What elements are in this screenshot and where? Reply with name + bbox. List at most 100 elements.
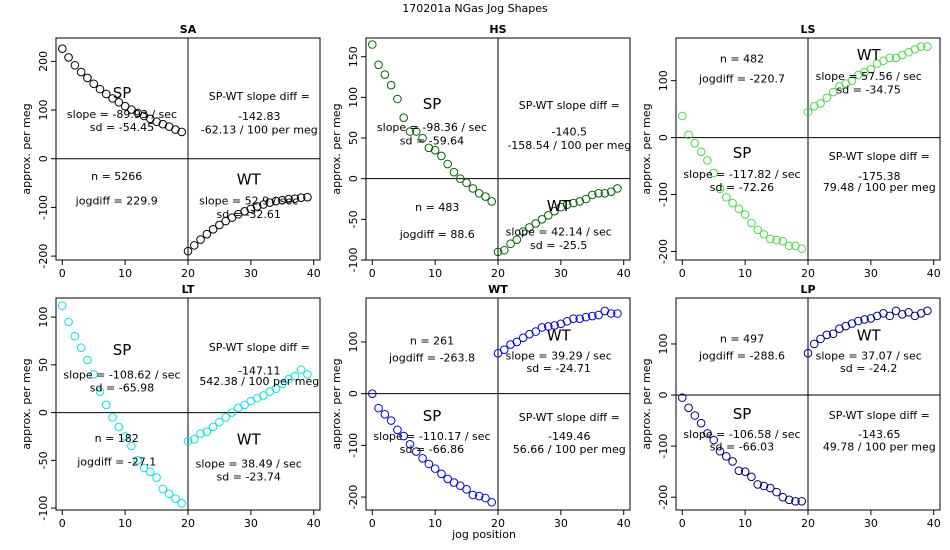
annotation-wt-slope: slope = 39.29 / sec — [506, 349, 612, 362]
point-sp — [677, 111, 687, 121]
x-tick-label: 20 — [181, 517, 195, 530]
point-wt — [803, 107, 813, 117]
point-sp — [89, 79, 99, 89]
annotation-sp-slope: slope = -108.62 / sec — [63, 369, 180, 382]
point-wt — [556, 202, 566, 212]
point-wt — [822, 330, 832, 340]
point-sp — [778, 236, 788, 246]
point-sp — [411, 447, 421, 456]
point-wt — [221, 413, 231, 422]
point-wt — [866, 65, 876, 74]
y-tick-label: 50 — [347, 131, 360, 145]
annotation-jogdiff: jogdiff = -220.7 — [698, 72, 785, 85]
point-wt — [822, 93, 832, 103]
point-wt — [259, 391, 268, 400]
point-sp — [784, 241, 794, 251]
point-sp — [101, 400, 111, 410]
point-wt — [277, 379, 287, 389]
point-wt — [303, 192, 312, 202]
annotation-diff-per-meg: 79.48 / 100 per meg — [823, 181, 936, 194]
x-tick-label: 10 — [738, 517, 752, 530]
x-tick-label: 10 — [118, 517, 132, 530]
point-wt — [594, 189, 603, 198]
annotation-wt-sd: sd = -34.75 — [837, 84, 901, 97]
y-axis-label: approx. per meg — [640, 103, 653, 194]
annotation-wt-label: WT — [237, 430, 262, 448]
annotation-n: n = 482 — [720, 52, 764, 65]
annotation-n: n = 261 — [410, 335, 454, 348]
annotation-diff-per-meg: 49.78 / 100 per meg — [823, 441, 936, 454]
annotation-diff-title: SP-WT slope diff = — [209, 90, 310, 103]
panel-title: LT — [182, 283, 195, 296]
point-sp — [70, 60, 80, 70]
point-sp — [747, 472, 756, 482]
point-wt — [518, 227, 528, 236]
x-tick-label: 10 — [738, 267, 752, 280]
x-tick-label: 30 — [554, 267, 568, 280]
annotation-sp-slope: slope = -98.36 / sec — [377, 121, 487, 134]
point-wt — [183, 436, 193, 446]
annotation-diff-per-meg: -62.13 / 100 per meg — [201, 123, 318, 136]
point-sp — [430, 464, 440, 473]
y-tick-label: 0 — [37, 155, 50, 162]
point-wt — [803, 348, 813, 358]
point-sp — [734, 466, 744, 475]
point-sp — [386, 80, 396, 90]
annotation-sp-label: SP — [733, 144, 752, 162]
y-tick-label: -100 — [347, 433, 360, 458]
point-wt — [512, 337, 522, 347]
point-wt — [816, 334, 825, 344]
point-wt — [215, 417, 224, 427]
point-sp — [449, 167, 459, 177]
point-sp — [709, 168, 719, 178]
point-sp — [734, 204, 744, 214]
point-sp — [64, 53, 73, 62]
point-sp — [728, 198, 737, 208]
y-tick-label: 100 — [347, 331, 360, 352]
point-sp — [481, 493, 490, 503]
point-sp — [108, 413, 117, 422]
point-sp — [759, 230, 769, 239]
point-sp — [690, 139, 700, 148]
x-tick-label: 30 — [864, 517, 878, 530]
y-tick-label: -200 — [657, 239, 670, 264]
y-tick-label: -100 — [37, 496, 50, 521]
annotation-wt-label: WT — [547, 197, 572, 215]
point-wt — [606, 309, 616, 318]
x-tick-label: 40 — [307, 267, 321, 280]
point-wt — [587, 190, 597, 200]
point-sp — [443, 159, 453, 169]
annotation-wt-sd: sd = -23.74 — [217, 470, 281, 483]
point-wt — [613, 184, 622, 193]
point-sp — [487, 497, 497, 507]
point-sp — [462, 485, 471, 494]
point-wt — [891, 306, 901, 316]
panel-lp: LP 0 10 20 30 40 -200 -100 0 100 approx. per meg SP… — [640, 283, 941, 530]
annotation-diff-title: SP-WT slope diff = — [519, 411, 620, 424]
annotation-sp-label: SP — [423, 95, 442, 113]
point-sp — [759, 481, 769, 491]
point-sp — [721, 452, 731, 461]
annotation-diff-per-meg: 542.38 / 100 per meg — [199, 375, 319, 388]
point-wt — [897, 310, 907, 319]
point-sp — [70, 331, 80, 341]
point-sp — [177, 127, 187, 137]
point-sp — [462, 178, 471, 188]
point-wt — [550, 206, 559, 216]
point-sp — [380, 410, 390, 419]
point-wt — [923, 42, 932, 51]
point-sp — [709, 435, 719, 445]
point-sp — [418, 133, 427, 143]
point-sp — [797, 497, 807, 506]
point-sp — [101, 89, 111, 99]
point-sp — [76, 67, 86, 77]
point-sp — [715, 184, 725, 194]
point-wt — [499, 245, 509, 255]
point-wt — [575, 197, 585, 206]
point-sp — [797, 244, 807, 253]
point-wt — [196, 235, 205, 244]
point-sp — [468, 184, 478, 193]
annotation-wt-slope: slope = 42.14 / sec — [506, 226, 612, 239]
point-wt — [493, 247, 503, 257]
point-sp — [152, 117, 161, 127]
